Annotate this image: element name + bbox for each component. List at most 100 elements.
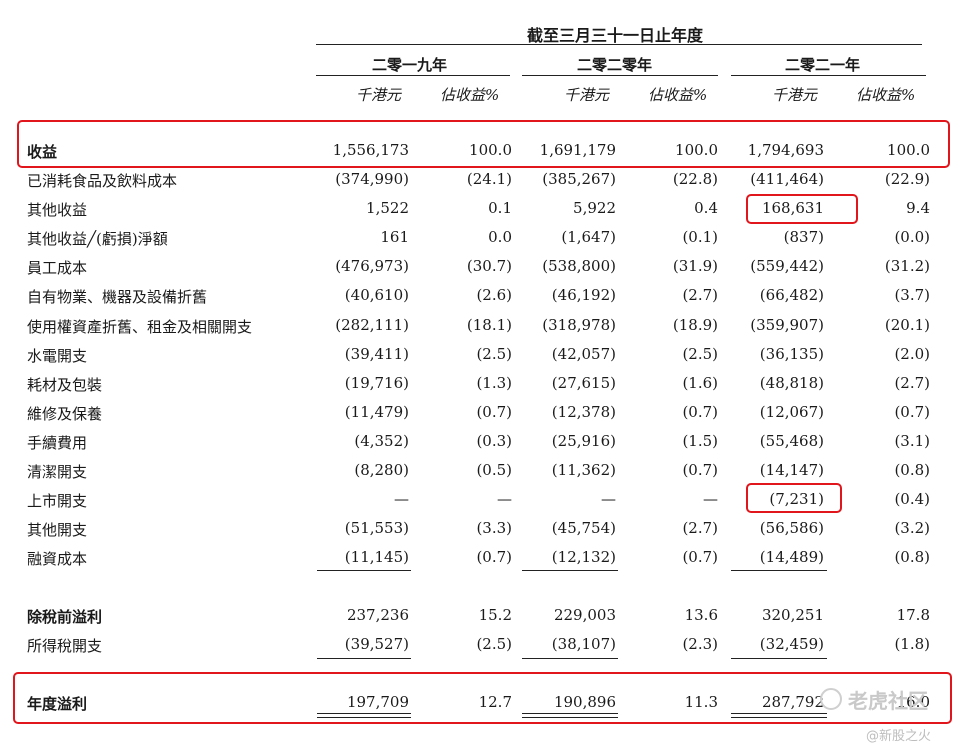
amount-cell: (12,067): [759, 403, 824, 421]
amount-cell: 229,003: [553, 606, 616, 624]
amount-cell: (32,459): [759, 635, 824, 653]
tax-rule: [731, 658, 827, 659]
amount-cell: (476,973): [335, 257, 409, 275]
percent-cell: (0.7): [476, 548, 512, 566]
subtotal-rule: [522, 570, 618, 571]
row-label: 維修及保養: [27, 405, 103, 423]
highlight-other-income-2021: [746, 194, 858, 224]
unit-pct-2020: 佔收益%: [648, 86, 708, 104]
row-label: 使用權資產折舊、租金及相關開支: [27, 318, 253, 336]
percent-cell: (3.2): [894, 519, 930, 537]
percent-cell: (0.0): [894, 228, 930, 246]
percent-cell: (3.3): [476, 519, 512, 537]
amount-cell: (385,267): [542, 170, 616, 188]
percent-cell: (2.5): [476, 345, 512, 363]
amount-cell: 1,691,179: [539, 141, 616, 159]
amount-cell: (19,716): [344, 374, 409, 392]
percent-cell: —: [703, 490, 718, 508]
percent-cell: (30.7): [466, 257, 512, 275]
amount-cell: 287,792: [761, 693, 824, 711]
row-label: 融資成本: [27, 550, 88, 568]
row-label: 收益: [27, 143, 58, 161]
row-label: 手續費用: [27, 434, 88, 452]
row-label: 年度溢利: [27, 695, 88, 713]
amount-cell: (14,489): [759, 548, 824, 566]
amount-cell: (8,280): [354, 461, 409, 479]
percent-cell: (31.2): [884, 257, 930, 275]
unit-pct-2021: 佔收益%: [856, 86, 916, 104]
percent-cell: (0.1): [682, 228, 718, 246]
amount-cell: (66,482): [759, 286, 824, 304]
percent-cell: (24.1): [466, 170, 512, 188]
percent-cell: —: [497, 490, 512, 508]
percent-cell: 16.0: [896, 693, 930, 711]
amount-cell: (359,907): [750, 316, 824, 334]
percent-cell: (2.7): [894, 374, 930, 392]
amount-cell: (11,362): [551, 461, 616, 479]
amount-cell: (7,231): [769, 490, 824, 508]
amount-cell: 197,709: [346, 693, 409, 711]
percent-cell: 0.1: [488, 199, 512, 217]
percent-cell: (0.3): [476, 432, 512, 450]
percent-cell: (3.1): [894, 432, 930, 450]
tax-rule: [522, 658, 618, 659]
watermark-handle: @新股之火: [866, 729, 932, 744]
percent-cell: (1.3): [476, 374, 512, 392]
percent-cell: (2.3): [682, 635, 718, 653]
percent-cell: 0.0: [488, 228, 512, 246]
amount-cell: (1,647): [561, 228, 616, 246]
percent-cell: (0.8): [894, 548, 930, 566]
percent-cell: 11.3: [684, 693, 718, 711]
total-double-rule: [317, 713, 411, 718]
unit-pct-2019: 佔收益%: [440, 86, 500, 104]
percent-cell: (2.5): [476, 635, 512, 653]
amount-cell: (51,553): [344, 519, 409, 537]
watermark-logo-icon: [820, 688, 842, 710]
row-label: 員工成本: [27, 259, 88, 277]
percent-cell: (0.7): [682, 461, 718, 479]
amount-cell: —: [394, 490, 409, 508]
watermark-brand: 老虎社区: [848, 689, 928, 713]
amount-cell: (11,145): [344, 548, 409, 566]
percent-cell: (22.8): [672, 170, 718, 188]
amount-cell: (12,378): [551, 403, 616, 421]
percent-cell: (2.6): [476, 286, 512, 304]
year-rule-2019: [316, 75, 510, 76]
amount-cell: (282,111): [335, 316, 409, 334]
amount-cell: 320,251: [761, 606, 824, 624]
amount-cell: (56,586): [759, 519, 824, 537]
amount-cell: (4,352): [354, 432, 409, 450]
subtotal-rule: [731, 570, 827, 571]
percent-cell: 17.8: [896, 606, 930, 624]
percent-cell: (0.7): [476, 403, 512, 421]
percent-cell: (31.9): [672, 257, 718, 275]
percent-cell: (2.0): [894, 345, 930, 363]
percent-cell: (0.7): [894, 403, 930, 421]
year-header-2019: 二零一九年: [372, 56, 448, 74]
total-double-rule: [731, 713, 827, 718]
amount-cell: (559,442): [750, 257, 824, 275]
amount-cell: (538,800): [542, 257, 616, 275]
amount-cell: (14,147): [759, 461, 824, 479]
amount-cell: 161: [380, 228, 409, 246]
amount-cell: 1,522: [366, 199, 409, 217]
row-label: 除稅前溢利: [27, 608, 103, 626]
percent-cell: (2.7): [682, 519, 718, 537]
percent-cell: (1.6): [682, 374, 718, 392]
amount-cell: 1,556,173: [332, 141, 409, 159]
row-label: 所得稅開支: [27, 637, 103, 655]
amount-cell: (36,135): [759, 345, 824, 363]
year-header-2021: 二零二一年: [785, 56, 861, 74]
percent-cell: (18.1): [466, 316, 512, 334]
year-rule-2020: [522, 75, 718, 76]
highlight-listing-expense-2021: [746, 483, 842, 513]
amount-cell: 5,922: [573, 199, 616, 217]
year-header-2020: 二零二零年: [577, 56, 653, 74]
percent-cell: (18.9): [672, 316, 718, 334]
percent-cell: (22.9): [884, 170, 930, 188]
total-double-rule: [522, 713, 618, 718]
percent-cell: (0.7): [682, 548, 718, 566]
percent-cell: (0.8): [894, 461, 930, 479]
percent-cell: (0.5): [476, 461, 512, 479]
subtotal-rule: [317, 570, 411, 571]
